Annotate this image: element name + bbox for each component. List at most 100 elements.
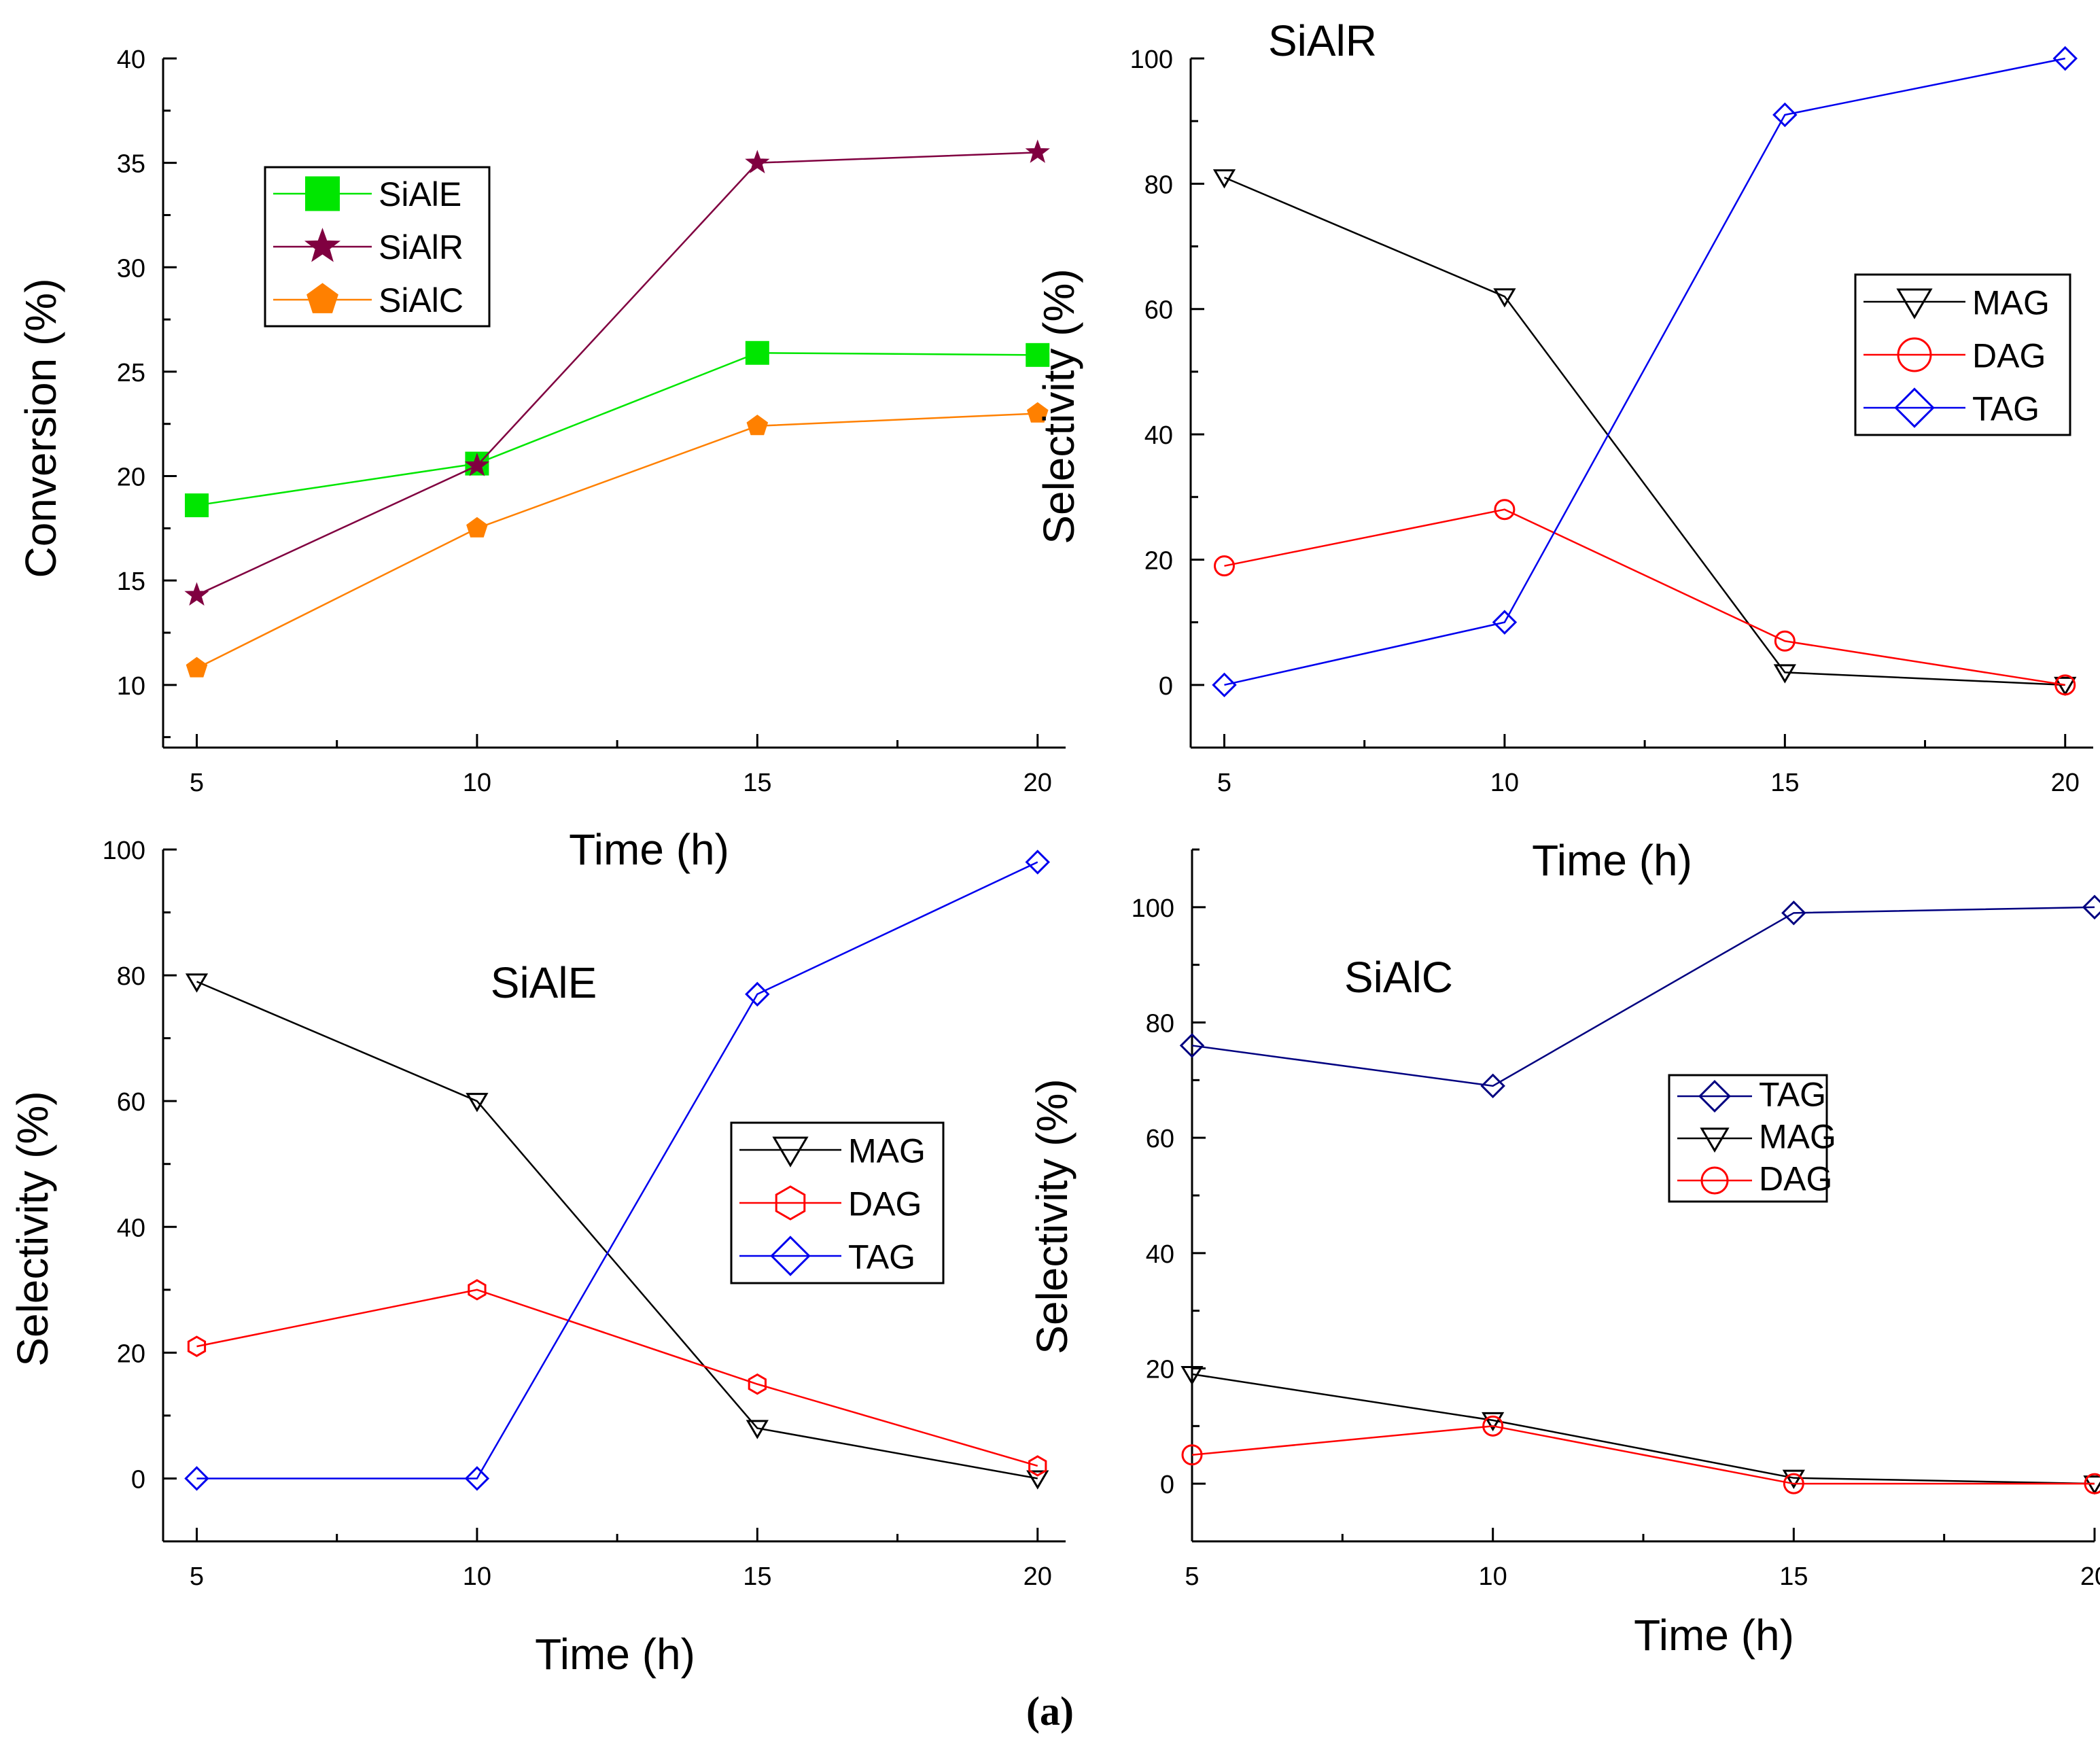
series-line-sialr bbox=[196, 152, 1038, 596]
data-point-tag bbox=[1480, 1073, 1505, 1099]
figure-caption: (a) bbox=[1026, 1689, 1074, 1734]
data-point-dag bbox=[468, 1279, 487, 1301]
legend-marker-dag bbox=[775, 1185, 806, 1221]
data-point-sialr bbox=[184, 582, 209, 606]
data-point-mag bbox=[1773, 664, 1796, 684]
y-axis-title: Selectivity (%) bbox=[1028, 1079, 1077, 1354]
data-point-dag bbox=[2084, 1473, 2100, 1494]
legend-label-mag: MAG bbox=[1759, 1117, 1836, 1155]
x-tick-label: 20 bbox=[2051, 769, 2080, 797]
data-point-dag bbox=[1482, 1415, 1504, 1437]
chart-panel-selectivity-sialc: 0 20 40 60 80 100 5 10 15 20 Time (h) Selectivity (… bbox=[1028, 848, 2100, 1660]
y-tick-label: 40 bbox=[117, 46, 145, 74]
legend-marker-mag bbox=[1896, 288, 1933, 319]
series-line-tag bbox=[1191, 906, 2095, 1087]
x-tick-label: 5 bbox=[190, 769, 204, 797]
y-tick-label: 20 bbox=[1144, 546, 1173, 575]
x-axis-title: Time (h) bbox=[1634, 1611, 1794, 1660]
series-line-dag bbox=[196, 1289, 1038, 1467]
legend-marker-tag bbox=[770, 1236, 811, 1276]
data-point-mag bbox=[466, 1093, 489, 1113]
data-point-dag bbox=[1783, 1473, 1804, 1494]
data-point-mag bbox=[1026, 1470, 1049, 1490]
data-point-sialr bbox=[745, 150, 770, 174]
legend-label-sialc: SiAlC bbox=[379, 281, 463, 319]
y-tick-label: 60 bbox=[117, 1088, 145, 1117]
legend: SiAlE SiAlR SiAlC bbox=[264, 166, 491, 328]
data-point-tag bbox=[1179, 1033, 1205, 1058]
legend-label-dag: DAG bbox=[848, 1185, 922, 1223]
y-tick-label: 80 bbox=[1146, 1010, 1174, 1038]
y-tick-label: 20 bbox=[117, 1340, 145, 1368]
panel-title: SiAlC bbox=[1344, 953, 1453, 1002]
legend-label-tag: TAG bbox=[848, 1238, 915, 1276]
legend-marker-mag bbox=[772, 1136, 809, 1168]
x-tick-label: 5 bbox=[1217, 769, 1231, 797]
data-point-sialc bbox=[186, 657, 208, 678]
legend-label-sialr: SiAlR bbox=[379, 228, 463, 266]
chart-panel-conversion: 10 15 20 25 30 35 40 5 10 15 20 Time (h) Conversion … bbox=[16, 46, 1066, 874]
data-point-siale bbox=[184, 493, 209, 518]
legend-marker-sialc bbox=[307, 283, 338, 313]
data-point-dag bbox=[1028, 1455, 1047, 1477]
data-point-tag bbox=[1781, 900, 1806, 926]
legend-label-siale: SiAlE bbox=[379, 175, 461, 213]
y-tick-label: 10 bbox=[117, 672, 145, 701]
x-axis-title: Time (h) bbox=[569, 825, 729, 874]
legend-label-tag: TAG bbox=[1972, 390, 2040, 428]
legend: TAG MAG DAG bbox=[1668, 1074, 1836, 1203]
y-tick-label: 20 bbox=[1146, 1356, 1174, 1384]
data-point-dag bbox=[187, 1335, 207, 1357]
y-tick-label: 40 bbox=[1146, 1240, 1174, 1269]
x-tick-label: 10 bbox=[463, 1562, 491, 1591]
data-point-sialr bbox=[1025, 139, 1050, 163]
data-point-mag bbox=[746, 1420, 769, 1439]
data-point-sialc bbox=[746, 415, 769, 436]
x-tick-label: 10 bbox=[1490, 769, 1519, 797]
legend: MAG DAG TAG bbox=[1854, 273, 2071, 436]
legend-label-mag: MAG bbox=[848, 1132, 926, 1170]
legend-marker-sialr bbox=[304, 228, 341, 262]
data-point-sialc bbox=[1026, 402, 1049, 423]
data-point-mag bbox=[1180, 1365, 1204, 1386]
data-point-dag bbox=[748, 1373, 767, 1395]
panel-title: SiAlE bbox=[491, 958, 597, 1007]
y-tick-label: 30 bbox=[117, 254, 145, 283]
legend-marker-tag bbox=[1698, 1080, 1731, 1113]
data-point-siale bbox=[1026, 343, 1050, 367]
legend-label-dag: DAG bbox=[1972, 337, 2046, 375]
y-axis-title: Selectivity (%) bbox=[8, 1091, 57, 1366]
data-point-dag bbox=[1494, 499, 1516, 521]
data-point-tag bbox=[464, 1466, 490, 1491]
data-point-dag bbox=[1774, 630, 1796, 652]
data-point-mag bbox=[1493, 288, 1516, 308]
data-point-dag bbox=[1213, 555, 1235, 577]
figure-caption-letter: a bbox=[1040, 1689, 1060, 1734]
legend-marker-tag bbox=[1894, 387, 1935, 428]
data-point-sialc bbox=[466, 517, 488, 538]
data-point-tag bbox=[2082, 894, 2100, 920]
y-axis-title: Selectivity (%) bbox=[1034, 268, 1083, 544]
y-tick-label: 100 bbox=[1132, 894, 1174, 923]
y-tick-label: 0 bbox=[131, 1465, 145, 1494]
series-line-sialc bbox=[196, 413, 1038, 669]
x-axis-title: Time (h) bbox=[535, 1630, 695, 1679]
y-tick-label: 0 bbox=[1159, 672, 1173, 701]
x-tick-label: 20 bbox=[1023, 769, 1052, 797]
data-point-mag bbox=[1482, 1412, 1505, 1432]
data-point-mag bbox=[185, 973, 209, 993]
y-tick-label: 60 bbox=[1146, 1125, 1174, 1153]
y-tick-label: 15 bbox=[117, 567, 145, 596]
legend-marker-dag bbox=[1897, 337, 1932, 372]
x-tick-label: 15 bbox=[1770, 769, 1799, 797]
data-point-sialr bbox=[464, 453, 490, 476]
data-point-tag bbox=[1025, 850, 1050, 875]
data-point-tag bbox=[1772, 102, 1798, 128]
x-axis-title: Time (h) bbox=[1532, 836, 1692, 885]
data-point-mag bbox=[1782, 1469, 1805, 1489]
x-tick-label: 15 bbox=[743, 1562, 771, 1591]
x-tick-label: 20 bbox=[2080, 1562, 2100, 1591]
series-line-dag bbox=[1224, 508, 2065, 686]
legend-marker-mag bbox=[1700, 1127, 1730, 1153]
